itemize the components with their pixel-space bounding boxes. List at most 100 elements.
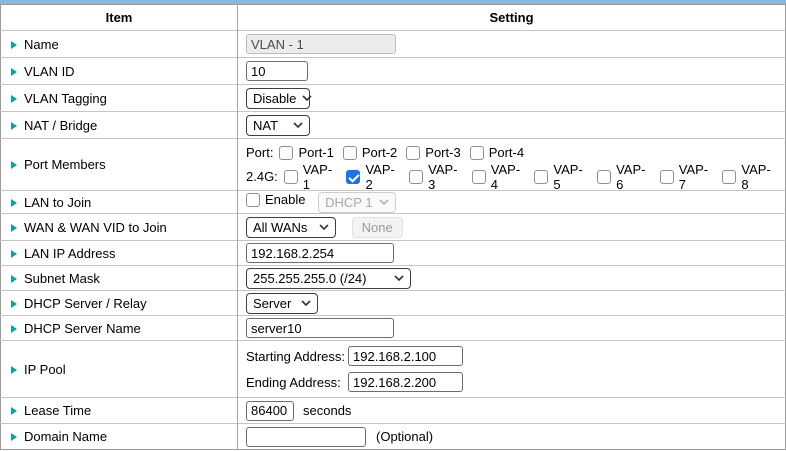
dhcp-server-relay-row-label: DHCP Server / Relay — [24, 296, 147, 312]
checkbox-vap-1[interactable] — [283, 169, 298, 184]
row-arrow-icon — [11, 407, 17, 416]
row-arrow-icon — [11, 161, 17, 170]
lan-ip-row-label: LAN IP Address — [24, 246, 116, 262]
table-row: DHCP Server Name — [0, 315, 786, 341]
row-arrow-icon — [11, 299, 17, 308]
wan-vid-none-button[interactable]: None — [351, 216, 403, 238]
row-arrow-icon — [11, 274, 17, 283]
lan-ip-input[interactable] — [246, 243, 394, 263]
checkbox-vap-8[interactable] — [722, 169, 737, 184]
checkbox-vap-5-label: VAP-5 — [553, 161, 583, 192]
table-row: IP Pool Starting Address: Ending Address… — [0, 340, 786, 398]
checkbox-vap-3-label: VAP-3 — [428, 161, 458, 192]
row-arrow-icon — [11, 365, 17, 374]
table-row: Port Members Port: Port-1 Port-2 Port-3 … — [0, 138, 786, 192]
domain-name-input[interactable] — [246, 426, 366, 447]
checkbox-vap-5[interactable] — [534, 169, 549, 184]
chevron-down-icon — [302, 95, 312, 101]
checkbox-port-1-label: Port-1 — [298, 145, 334, 160]
row-arrow-icon — [11, 94, 17, 103]
ip-pool-end-line: Ending Address: — [246, 369, 785, 395]
dhcp-server-relay-select[interactable]: Server — [246, 292, 318, 314]
checkbox-vap-2[interactable] — [346, 169, 361, 184]
vlan-tagging-selected-value: Disable — [253, 90, 297, 106]
vlan-settings-table: Item Setting Name VLAN ID — [0, 4, 786, 450]
wan-to-join-row-label: WAN & WAN VID to Join — [24, 220, 167, 236]
port-members-wired-line: Port: Port-1 Port-2 Port-3 Port-4 — [246, 141, 785, 165]
row-arrow-icon — [11, 40, 17, 49]
column-header-item: Item — [0, 4, 238, 31]
wan-selected-value: All WANs — [253, 219, 308, 235]
dhcp-server-relay-selected-value: Server — [253, 295, 292, 311]
wan-select[interactable]: All WANs — [246, 216, 336, 238]
checkbox-port-2[interactable] — [342, 145, 357, 160]
subnet-mask-selected-value: 255.255.255.0 (/24) — [253, 270, 367, 286]
checkbox-vap-7[interactable] — [659, 169, 674, 184]
row-arrow-icon — [11, 67, 17, 76]
vlan-tagging-select[interactable]: Disable — [246, 87, 312, 109]
ending-address-input[interactable] — [348, 372, 463, 392]
checkbox-port-1[interactable] — [279, 145, 294, 160]
nat-bridge-selected-value: NAT — [253, 117, 279, 133]
chevron-down-icon — [293, 122, 303, 128]
checkbox-port-4[interactable] — [469, 145, 484, 160]
port-members-wifi-line: 2.4G: VAP-1 VAP-2 VAP-3 VAP-4 VAP-5 VAP-… — [246, 161, 785, 192]
nat-bridge-select[interactable]: NAT — [246, 114, 310, 136]
row-arrow-icon — [11, 223, 17, 232]
vlan-id-input[interactable] — [246, 61, 308, 81]
lan-join-enable-label: Enable — [265, 192, 306, 207]
checkbox-vap-4-label: VAP-4 — [490, 161, 521, 192]
table-row: LAN IP Address — [0, 240, 786, 266]
chevron-down-icon — [394, 275, 404, 281]
column-header-setting: Setting — [489, 10, 534, 25]
table-row: Subnet Mask 255.255.255.0 (/24) — [0, 265, 786, 291]
table-row: WAN & WAN VID to Join All WANs None — [0, 213, 786, 241]
checkbox-vap-4[interactable] — [471, 169, 486, 184]
table-row: VLAN Tagging Disable — [0, 84, 786, 112]
checkbox-vap-1-label: VAP-1 — [302, 161, 333, 192]
checkbox-port-2-label: Port-2 — [361, 145, 398, 160]
vlan-name-input — [246, 34, 396, 54]
table-row: LAN to Join Enable DHCP 1 — [0, 190, 786, 214]
domain-name-row-label: Domain Name — [24, 429, 108, 445]
top-accent-bar — [0, 0, 786, 4]
checkbox-vap-6[interactable] — [597, 169, 612, 184]
chevron-down-icon — [379, 199, 389, 205]
table-row: Name — [0, 30, 786, 58]
row-arrow-icon — [11, 249, 17, 258]
chevron-down-icon — [319, 224, 329, 230]
ip-pool-start-line: Starting Address: — [246, 343, 785, 369]
subnet-mask-select[interactable]: 255.255.255.0 (/24) — [246, 267, 411, 289]
lease-time-input[interactable] — [246, 400, 294, 421]
dhcp-server-name-input[interactable] — [246, 318, 394, 338]
table-row: Domain Name (Optional) — [0, 423, 786, 450]
row-arrow-icon — [11, 121, 17, 130]
table-header-row: Item Setting — [0, 4, 786, 31]
checkbox-vap-7-label: VAP-7 — [678, 161, 709, 192]
dhcp-server-name-row-label: DHCP Server Name — [24, 321, 141, 337]
subnet-mask-row-label: Subnet Mask — [24, 271, 100, 287]
checkbox-lan-join-enable[interactable] — [246, 192, 260, 207]
checkbox-vap-8-label: VAP-8 — [741, 161, 771, 192]
table-row: Lease Time seconds — [0, 397, 786, 424]
wifi-prefix-label: 2.4G: — [246, 169, 278, 184]
chevron-down-icon — [301, 300, 311, 306]
checkbox-port-3-label: Port-3 — [425, 145, 461, 160]
name-row-label: Name — [24, 37, 59, 53]
table-row: NAT / Bridge NAT — [0, 111, 786, 139]
checkbox-port-4-label: Port-4 — [488, 145, 525, 160]
table-row: VLAN ID — [0, 57, 786, 85]
starting-address-label: Starting Address: — [246, 348, 345, 364]
ending-address-label: Ending Address: — [246, 374, 341, 390]
lease-time-unit-label: seconds — [303, 403, 352, 418]
lease-time-row-label: Lease Time — [24, 403, 92, 419]
vlan-tagging-row-label: VLAN Tagging — [24, 91, 107, 107]
port-members-row-label: Port Members — [24, 157, 106, 173]
checkbox-vap-3[interactable] — [409, 169, 424, 184]
lan-join-dhcp-selected-value: DHCP 1 — [325, 194, 373, 210]
table-row: DHCP Server / Relay Server — [0, 290, 786, 316]
starting-address-input[interactable] — [348, 346, 463, 366]
lan-join-dhcp-select: DHCP 1 — [318, 191, 397, 213]
checkbox-port-3[interactable] — [406, 145, 421, 160]
